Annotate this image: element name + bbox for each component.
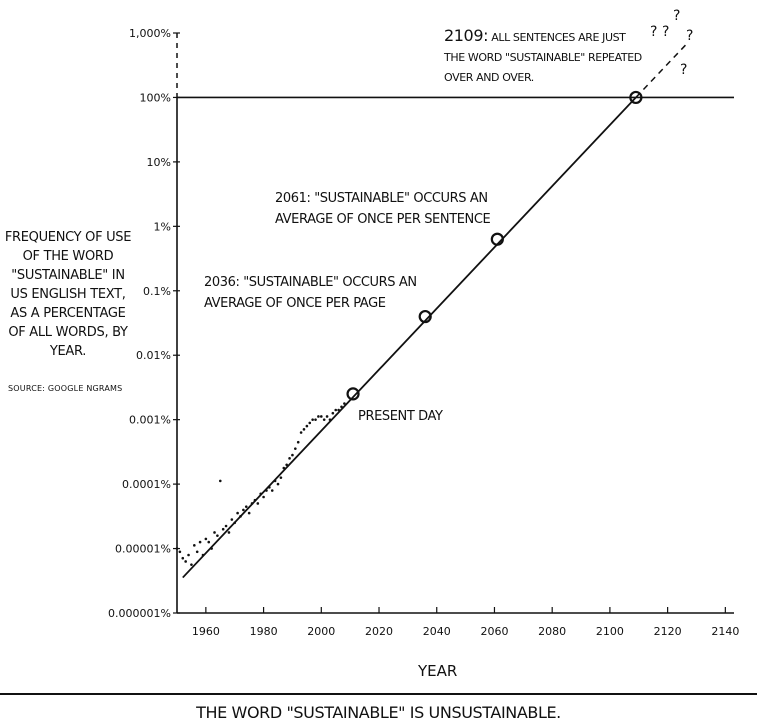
data-point <box>270 489 274 492</box>
x-tick-label: 2020 <box>365 625 393 638</box>
milestone-marker <box>418 309 432 324</box>
annotation-2061-text: "SUSTAINABLE" OCCURS AN AVERAGE OF ONCE … <box>275 191 491 227</box>
data-point <box>343 402 346 405</box>
milestone-marker <box>490 232 504 246</box>
data-point <box>256 502 260 505</box>
y-tick-label: 0.0001% <box>122 478 171 491</box>
data-point <box>314 418 317 421</box>
data-point <box>181 556 185 560</box>
data-point <box>325 415 329 418</box>
data-point <box>317 415 320 418</box>
data-point <box>288 457 291 460</box>
annotation-2036-year: 2036: <box>204 275 240 290</box>
x-tick-label: 1980 <box>250 625 278 638</box>
x-tick-label: 2100 <box>596 625 624 638</box>
data-point <box>230 518 234 521</box>
data-point <box>296 440 300 444</box>
question-mark-5: ? <box>680 62 688 78</box>
annotation-2109: 2109: ALL SENTENCES ARE JUST THE WORD "S… <box>444 26 644 88</box>
x-tick-label: 1960 <box>192 625 220 638</box>
data-point <box>242 508 245 512</box>
observed-points-layer <box>175 402 346 566</box>
x-tick-label: 2060 <box>480 625 508 638</box>
data-point <box>190 563 193 566</box>
x-tick-label: 2080 <box>538 625 566 638</box>
y-tick-label: 0.000001% <box>108 607 171 620</box>
data-point <box>285 463 288 467</box>
tick-layer: 0.000001% 0.00001% 0.0001% 0.001% 0.01% 0.1% 1… <box>108 27 739 638</box>
data-point <box>216 534 219 537</box>
data-point <box>311 418 314 421</box>
data-point <box>334 408 338 412</box>
question-mark-4: ? <box>686 28 694 44</box>
data-point <box>322 418 326 421</box>
x-tick-label: 2120 <box>654 625 682 638</box>
data-point <box>276 482 280 486</box>
annotation-2036: 2036: "SUSTAINABLE" OCCURS AN AVERAGE OF… <box>204 272 439 314</box>
data-point <box>236 511 239 515</box>
data-point <box>175 547 179 550</box>
x-tick-label: 2140 <box>711 625 739 638</box>
data-point <box>221 527 225 531</box>
source-note: SOURCE: GOOGLE NGRAMS <box>8 384 123 393</box>
data-point <box>187 553 190 557</box>
annotation-2109-text: ALL SENTENCES ARE JUST THE WORD "SUSTAIN… <box>444 31 642 84</box>
data-point <box>299 431 303 434</box>
data-point <box>302 428 306 431</box>
milestone-marker <box>629 90 643 105</box>
trend-line <box>182 96 637 579</box>
question-mark-3: ? <box>673 8 681 24</box>
data-point <box>178 550 182 554</box>
data-point <box>198 540 202 544</box>
x-tick-label: 2000 <box>307 625 335 638</box>
data-point <box>213 531 216 534</box>
annotation-present-day: PRESENT DAY <box>358 409 443 424</box>
data-point <box>207 540 211 544</box>
annotation-2061-year: 2061: <box>275 191 311 206</box>
data-point <box>195 550 199 554</box>
annotation-2061: 2061: "SUSTAINABLE" OCCURS AN AVERAGE OF… <box>275 188 510 230</box>
trend-layer <box>182 42 689 579</box>
data-point <box>305 424 309 428</box>
question-mark-1: ? <box>650 24 658 40</box>
y-tick-label: 10% <box>147 156 171 169</box>
data-point <box>262 495 265 499</box>
data-point <box>184 560 187 563</box>
y-axis-label: FREQUENCY OF USE OF THE WORD "SUSTAINABL… <box>4 230 132 359</box>
data-point <box>218 479 222 483</box>
data-point <box>331 411 335 415</box>
milestone-layer <box>346 90 643 401</box>
y-tick-label: 0.001% <box>129 414 171 427</box>
data-point <box>320 415 323 418</box>
annotation-2036-text: "SUSTAINABLE" OCCURS AN AVERAGE OF ONCE … <box>204 275 417 311</box>
y-tick-label: 0.00001% <box>115 543 171 556</box>
y-tick-label: 0.01% <box>136 349 171 362</box>
data-point <box>193 544 196 547</box>
data-point <box>224 524 228 528</box>
y-tick-label: 1,000% <box>129 27 171 40</box>
caption-divider <box>0 693 757 695</box>
data-point <box>279 476 283 479</box>
data-point <box>244 505 248 508</box>
extrapolation-line <box>635 42 689 98</box>
data-point <box>227 531 231 534</box>
data-point <box>294 447 297 450</box>
caption: THE WORD "SUSTAINABLE" IS UNSUSTAINABLE. <box>196 703 561 722</box>
y-tick-label: 1% <box>154 220 171 233</box>
x-tick-label: 2040 <box>423 625 451 638</box>
x-axis-label: YEAR <box>418 662 458 680</box>
annotation-2109-year: 2109: <box>444 26 489 45</box>
data-point <box>291 453 294 457</box>
y-tick-label: 100% <box>140 91 171 104</box>
data-point <box>247 511 251 515</box>
data-point <box>308 421 312 425</box>
question-mark-2: ? <box>662 24 670 40</box>
data-point <box>204 537 208 541</box>
y-tick-label: 0.1% <box>143 285 171 298</box>
milestone-marker <box>346 387 360 401</box>
axes <box>176 33 734 614</box>
